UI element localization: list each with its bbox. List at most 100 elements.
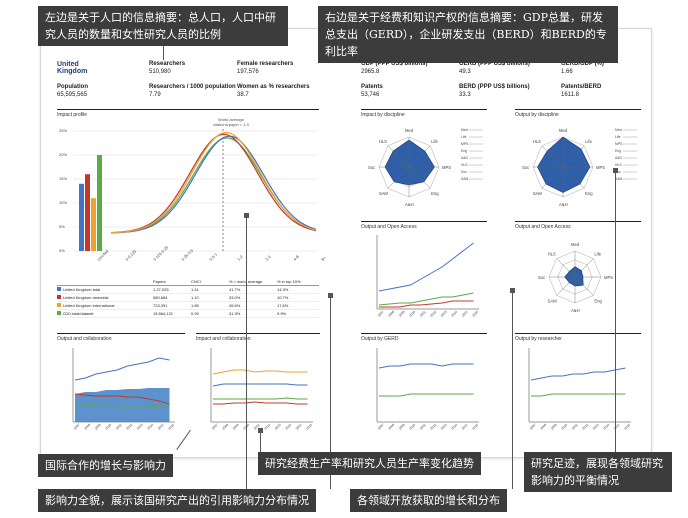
series-line bbox=[530, 367, 626, 381]
year-label: 2014 bbox=[450, 310, 458, 318]
legend-label: SAM bbox=[615, 177, 623, 181]
radar-axis bbox=[408, 145, 431, 168]
year-label: 2007 bbox=[529, 423, 537, 431]
year-label: 2016 bbox=[471, 310, 479, 318]
callout-impact-profile: 影响力全貌，展示该国研究产出的引用影响力分布情况 bbox=[38, 489, 316, 512]
radar-axis bbox=[408, 166, 431, 189]
radar-axis-label: Soc bbox=[368, 165, 375, 170]
impact-curve bbox=[110, 135, 317, 234]
year-label: 2015 bbox=[613, 423, 621, 431]
impact-curve bbox=[110, 133, 317, 234]
radar-axis-label: Eng bbox=[594, 298, 602, 303]
country-name: United Kingdom bbox=[57, 61, 88, 75]
year-label: 2007 bbox=[377, 310, 385, 318]
year-label: 2015 bbox=[157, 423, 165, 431]
year-label: 2008 bbox=[221, 423, 229, 431]
table-cell-top10: 9.9% bbox=[277, 311, 287, 316]
table-cell-cnci: 1.65 bbox=[191, 303, 199, 308]
uncited-bar bbox=[97, 155, 102, 251]
radar-axis-label: MPS bbox=[604, 275, 613, 280]
legend-label: Med bbox=[461, 128, 468, 132]
x-tick-label: 0-0.125 bbox=[124, 248, 138, 262]
uncited-bar bbox=[91, 198, 96, 251]
series-line bbox=[213, 397, 308, 400]
radar-axis bbox=[574, 276, 594, 296]
y-tick-label: 25% bbox=[59, 128, 67, 133]
radar-axis bbox=[541, 166, 564, 189]
year-label: 2011 bbox=[419, 423, 427, 431]
country-profile-card: United Kingdom Researchers 510,980 Femal… bbox=[40, 28, 652, 458]
x-tick-label: 0.5-1 bbox=[208, 251, 219, 262]
legend-swatch bbox=[57, 311, 61, 315]
radar-axis-label: Med bbox=[571, 242, 580, 247]
per1000-value: 7.79 bbox=[149, 92, 161, 98]
legend-label: MPS bbox=[461, 142, 469, 146]
per1000-label: Researchers / 1000 population bbox=[149, 84, 236, 90]
gerd-gdp-label: GERD/GDP (%) bbox=[561, 61, 604, 67]
radar-axis-label: Med bbox=[559, 128, 568, 133]
callout-intl-collaboration: 国际合作的增长与影响力 bbox=[38, 454, 173, 477]
callout-research-balance: 研究足迹，展现各领域研究影响力的平衡情况 bbox=[524, 452, 672, 492]
legend-label: Eng bbox=[615, 149, 621, 153]
radar-axis bbox=[556, 276, 576, 296]
radar-axis-label: Eng bbox=[585, 191, 593, 196]
year-label: 2008 bbox=[387, 423, 395, 431]
legend-label: HLS bbox=[461, 163, 468, 167]
impact-table-row: United Kingdom international 723,391 1.65 4… bbox=[57, 302, 319, 310]
area-series bbox=[75, 388, 170, 422]
legend-swatch bbox=[57, 287, 61, 291]
callout-funding-summary: 右边是关于经费和知识产权的信息摘要：GDP总量，研发总支出（GERD），企业研发… bbox=[318, 6, 618, 63]
impact-table-row: G20 total/dataset 15,564,121 0.99 31.3% 9.9% bbox=[57, 310, 319, 318]
table-cell-above: 33.0% bbox=[229, 295, 241, 300]
radar-axis bbox=[387, 145, 410, 168]
year-label: 2016 bbox=[471, 423, 479, 431]
radar-axis bbox=[574, 258, 594, 278]
year-label: 2013 bbox=[592, 423, 600, 431]
radar-axis-label: MPS bbox=[596, 165, 605, 170]
radar-axis-label: SAM bbox=[533, 191, 543, 196]
year-label: 2011 bbox=[253, 423, 261, 431]
output-researcher-chart: 2007 2008 2009 2010 2011 2012 2013 2014 2015 2016 bbox=[528, 348, 631, 431]
series-line bbox=[212, 369, 308, 375]
x-tick-label: 8+ bbox=[320, 254, 327, 261]
series-line bbox=[378, 242, 474, 292]
year-label: 2007 bbox=[211, 423, 219, 431]
output-oa-title: Output and Open Access bbox=[361, 221, 487, 230]
impact-curve bbox=[110, 137, 317, 234]
population-value: 65,595,565 bbox=[57, 92, 88, 98]
impact-profile-title: Impact profile bbox=[57, 109, 319, 118]
gerd-value: 49.3 bbox=[459, 69, 471, 75]
year-label: 2012 bbox=[263, 423, 271, 431]
output-researcher-title: Output by researcher bbox=[515, 333, 641, 342]
year-label: 2012 bbox=[429, 423, 437, 431]
radar-axis-label: HLS bbox=[548, 252, 556, 257]
impact-table-header: Papers CNCI % > world average % in top 1… bbox=[57, 279, 319, 286]
output-discipline-title: Output by discipline bbox=[515, 109, 641, 118]
legend-label: SAM bbox=[461, 177, 469, 181]
series-line bbox=[213, 401, 308, 405]
impact-collab-title: Impact and collaboration bbox=[196, 333, 320, 342]
gdp-value: 2965.8 bbox=[361, 69, 380, 75]
year-label: 2011 bbox=[419, 310, 427, 318]
year-label: 2009 bbox=[398, 310, 406, 318]
radar-axis-label: HLS bbox=[533, 139, 541, 144]
series-line bbox=[379, 300, 474, 308]
callout-population-summary: 左边是关于人口的信息摘要：总人口，人口中研究人员的数量和女性研究人员的比例 bbox=[38, 6, 288, 46]
legend-label: Soc bbox=[615, 170, 621, 174]
year-label: 2015 bbox=[461, 310, 469, 318]
radar-axis bbox=[562, 166, 585, 189]
radar-axis-label: Soc bbox=[538, 275, 545, 280]
table-cell-above: 31.3% bbox=[229, 311, 241, 316]
table-cell-above: 45.6% bbox=[229, 303, 241, 308]
berd-label: BERD (PPP US$ billions) bbox=[459, 84, 530, 90]
output-oa-radar-title: Output and Open Access bbox=[515, 221, 641, 230]
year-label: 2013 bbox=[136, 423, 144, 431]
table-cell-top10: 14.3% bbox=[277, 287, 289, 292]
gerd-gdp-value: 1.66 bbox=[561, 69, 573, 75]
output-oa-chart: 2007 2008 2009 2010 2011 2012 2013 2014 2015 2016 bbox=[376, 235, 479, 318]
year-label: 2015 bbox=[295, 423, 303, 431]
year-label: 2009 bbox=[232, 423, 240, 431]
year-label: 2012 bbox=[581, 423, 589, 431]
impact-table-row: United Kingdom domestic 580,684 1.10 33.0% 1… bbox=[57, 294, 319, 302]
year-label: 2013 bbox=[274, 423, 282, 431]
